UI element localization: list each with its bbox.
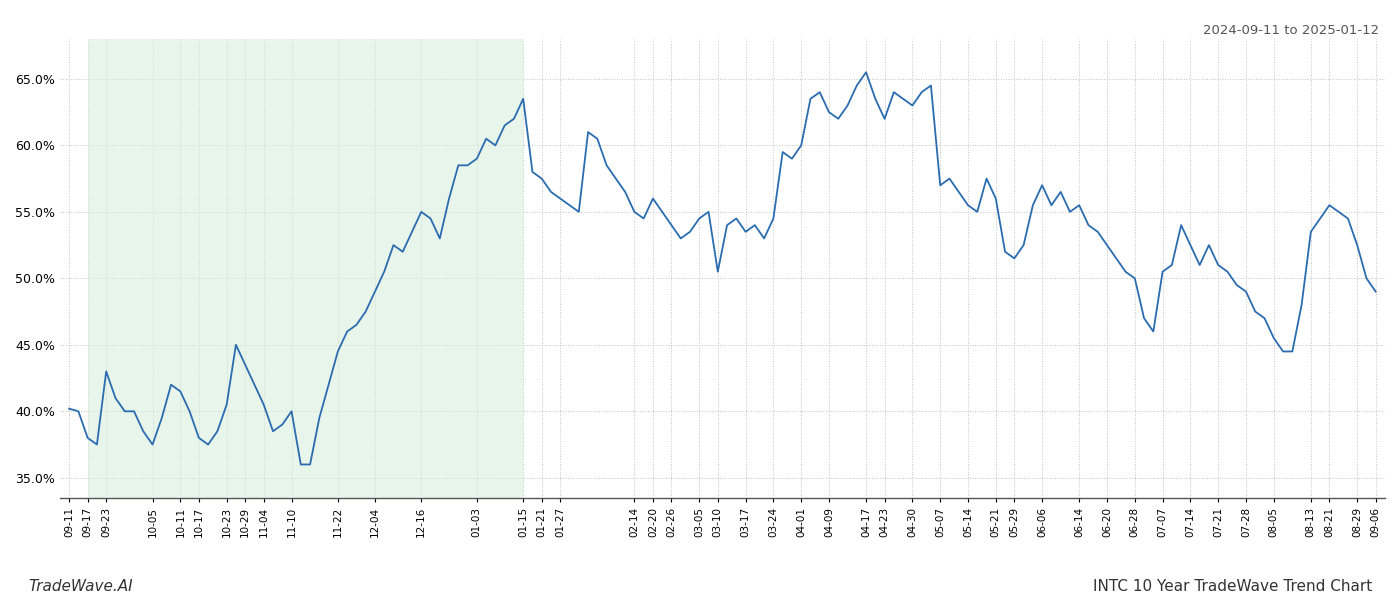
- Bar: [88, 39, 524, 498]
- Text: TradeWave.AI: TradeWave.AI: [28, 579, 133, 594]
- Text: 2024-09-11 to 2025-01-12: 2024-09-11 to 2025-01-12: [1203, 24, 1379, 37]
- Text: INTC 10 Year TradeWave Trend Chart: INTC 10 Year TradeWave Trend Chart: [1093, 579, 1372, 594]
